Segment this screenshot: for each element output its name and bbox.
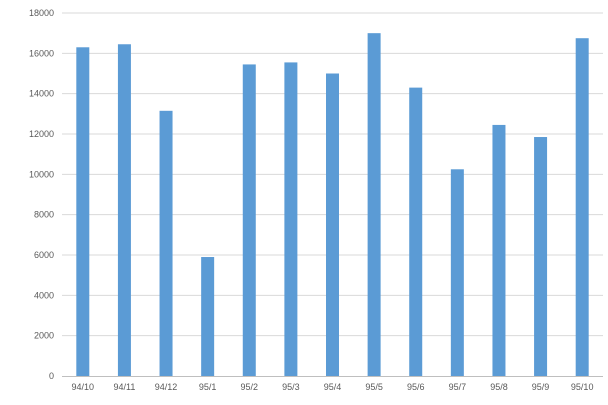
y-tick-label: 18000 (29, 8, 54, 18)
x-tick-label: 95/6 (407, 382, 425, 392)
y-tick-label: 2000 (34, 331, 54, 341)
bar-94-12 (159, 110, 173, 376)
bar-95-7 (450, 169, 464, 376)
y-tick-label: 6000 (34, 250, 54, 260)
x-tick-label: 95/4 (324, 382, 342, 392)
bar-95-4 (326, 73, 339, 376)
bar-95-9 (534, 137, 548, 376)
bar-94-10 (76, 47, 90, 377)
x-tick-label: 95/2 (241, 382, 259, 392)
bars (76, 33, 589, 377)
x-tick-label: 94/10 (72, 382, 95, 392)
bar-94-11 (117, 44, 131, 377)
x-axis-tick-labels: 94/10 94/11 94/12 95/1 95/2 95/3 95/4 95/5 95/6 9… (72, 382, 594, 392)
x-tick-label: 95/10 (571, 382, 594, 392)
y-tick-label: 0 (49, 371, 54, 381)
x-tick-label: 95/9 (532, 382, 550, 392)
x-tick-label: 95/7 (449, 382, 467, 392)
bar-95-8 (492, 124, 506, 376)
y-tick-label: 8000 (34, 210, 54, 220)
bar-95-2 (242, 64, 256, 377)
x-tick-label: 95/1 (199, 382, 217, 392)
bar-95-3 (284, 62, 298, 377)
bar-95-6 (409, 87, 423, 376)
bar-95-5 (367, 33, 381, 377)
y-tick-label: 16000 (29, 48, 54, 58)
x-tick-label: 95/8 (490, 382, 508, 392)
x-tick-label: 95/3 (282, 382, 300, 392)
y-tick-label: 14000 (29, 89, 54, 99)
x-tick-label: 95/5 (365, 382, 383, 392)
bar-95-1 (201, 257, 215, 376)
y-tick-label: 12000 (29, 129, 54, 139)
bar-95-10 (575, 38, 589, 376)
x-tick-label: 94/11 (113, 382, 135, 392)
y-axis-tick-labels: 0 2000 4000 6000 8000 10000 12000 14000 16000 180… (29, 8, 54, 381)
x-tick-label: 94/12 (155, 382, 178, 392)
y-tick-label: 4000 (34, 290, 54, 300)
y-tick-label: 10000 (29, 169, 54, 179)
